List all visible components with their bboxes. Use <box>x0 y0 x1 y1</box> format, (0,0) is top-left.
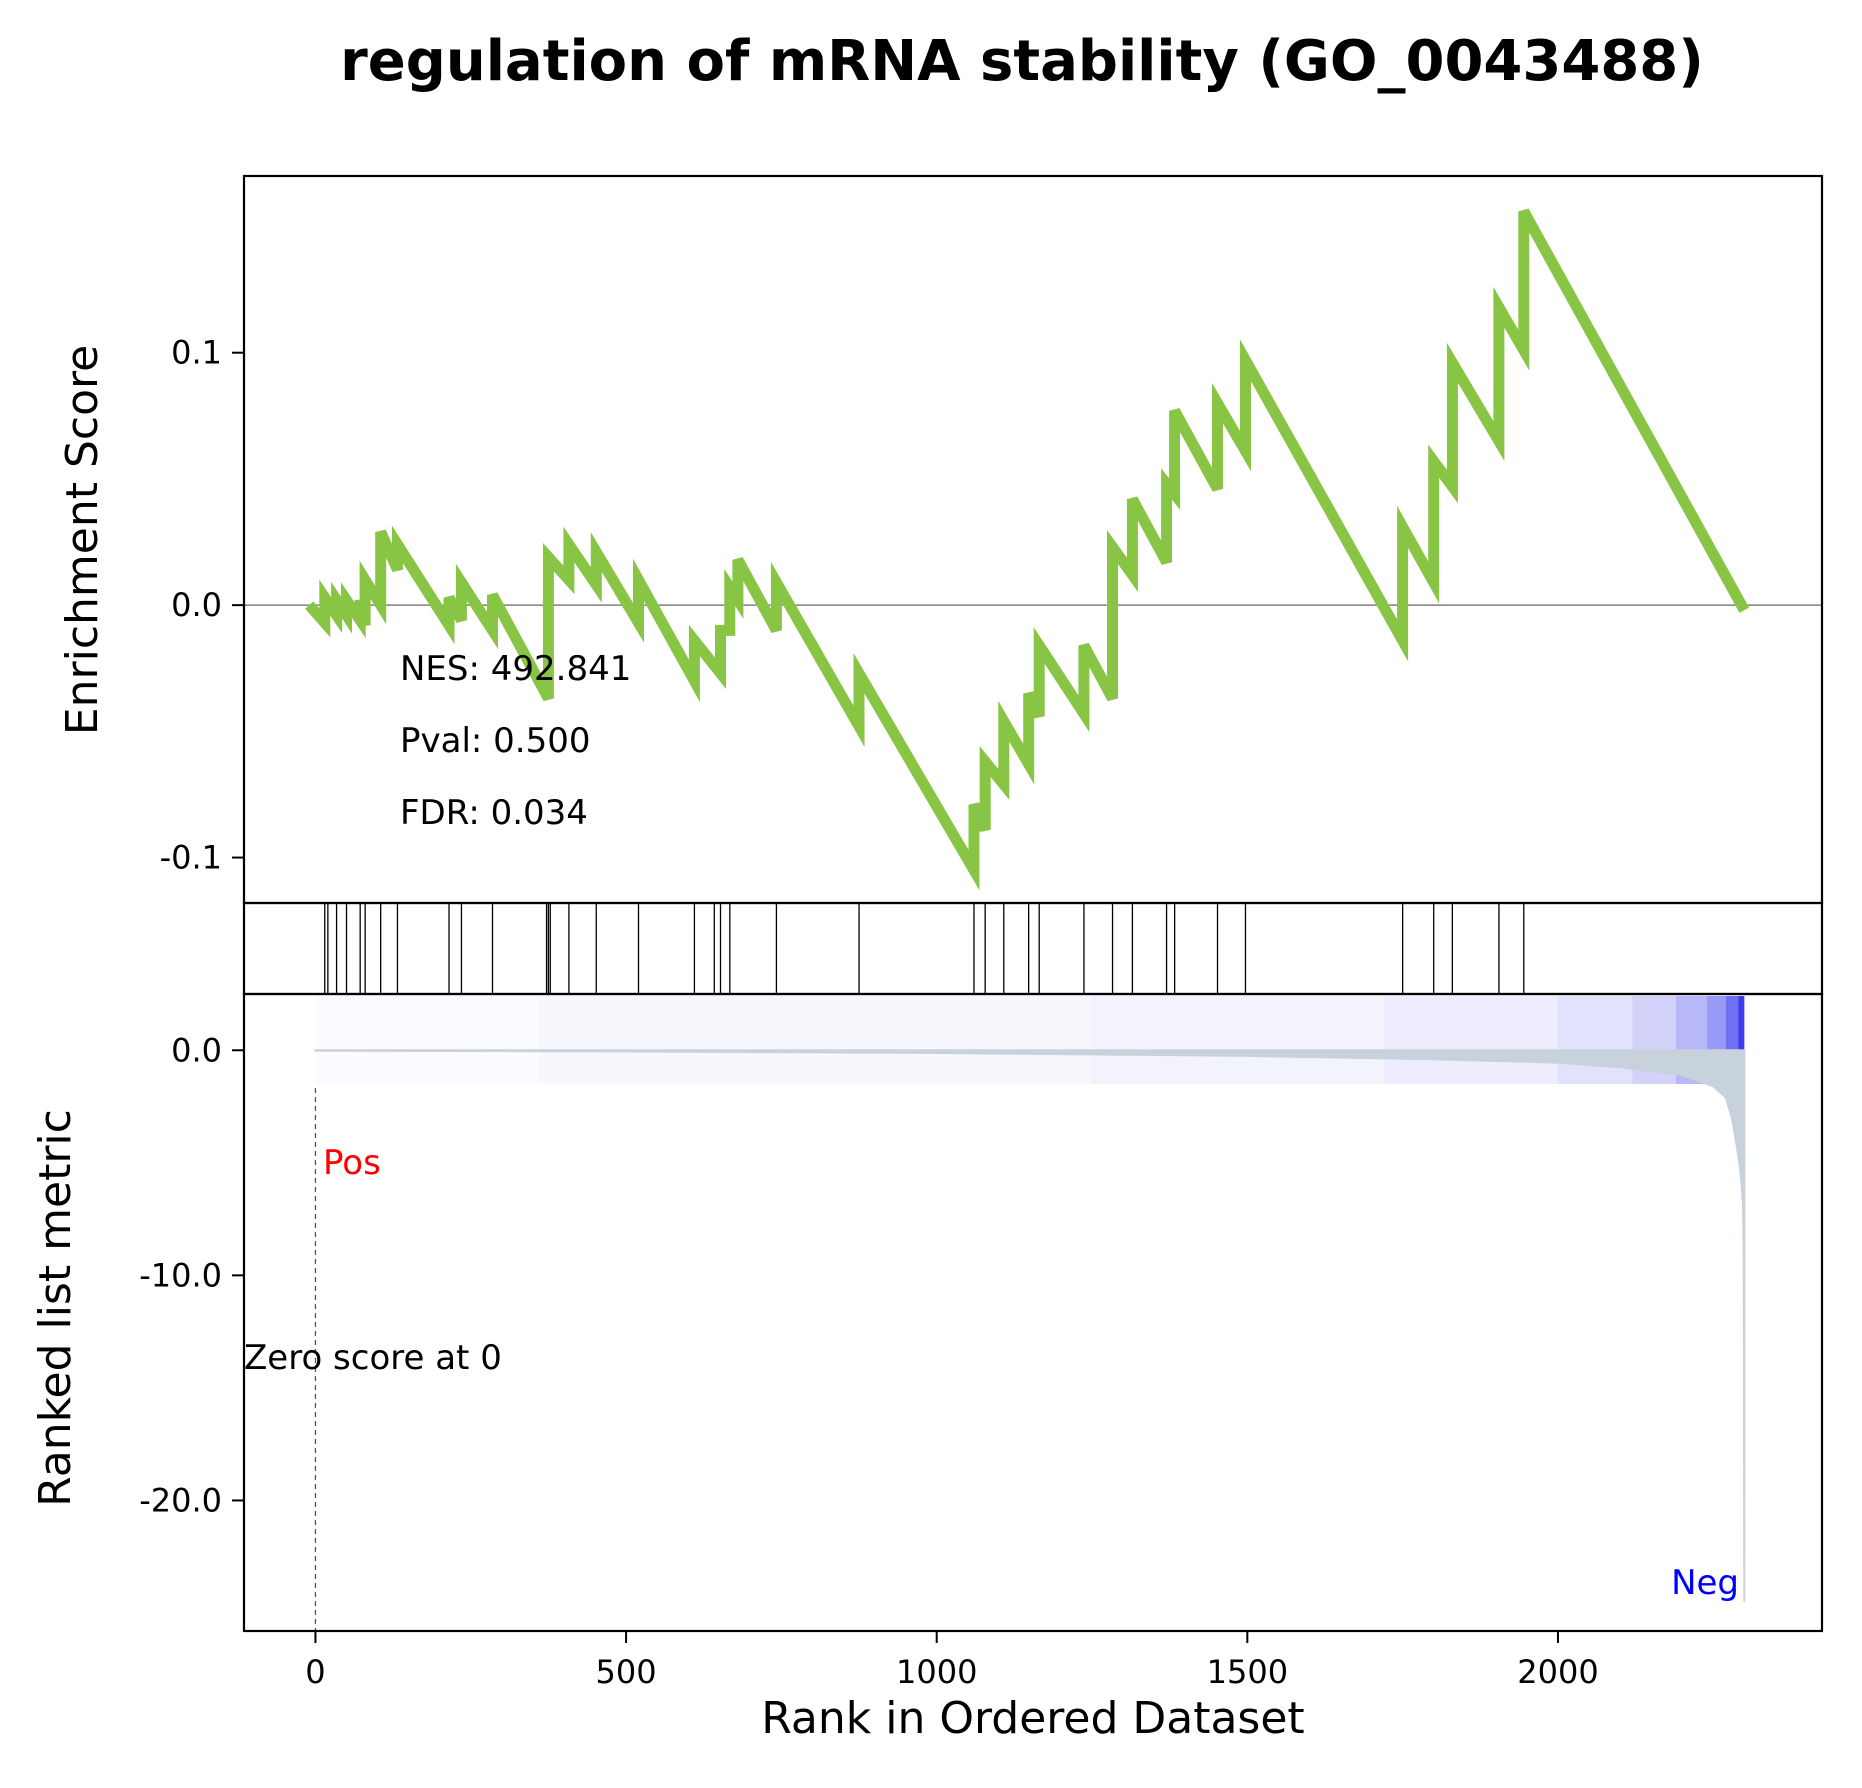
chart-title: regulation of mRNA stability (GO_0043488… <box>340 29 1704 94</box>
hits-panel <box>242 901 1824 996</box>
pos-label: Pos <box>323 1143 381 1183</box>
x-tick-label: 2000 <box>1517 1653 1598 1691</box>
es-running-score-line <box>305 208 1750 891</box>
x-tick-label: 1000 <box>896 1653 977 1691</box>
rank-heatmap-strip <box>315 996 1745 1084</box>
x-axis: 0 500 1000 1500 2000 <box>305 1631 1599 1691</box>
x-tick-label: 0 <box>305 1653 325 1691</box>
x-tick-label: 1500 <box>1207 1653 1288 1691</box>
zero-score-label: Zero score at 0 <box>244 1338 502 1378</box>
heatmap-segment <box>1557 996 1633 1084</box>
ranked-y-axis: 0.0 -10.0 -20.0 <box>139 1031 244 1519</box>
heatmap-segment <box>1092 996 1385 1084</box>
ranked-y-axis-label: Ranked list metric <box>30 1109 81 1507</box>
ranked-panel: Zero score at 0 Pos Neg 0.0 -10.0 -20.0 0 5… <box>30 992 1824 1744</box>
hits-panel-frame <box>242 901 1824 996</box>
ranked-y-tick-label: -10.0 <box>139 1256 222 1294</box>
es-y-axis-label: Enrichment Score <box>57 345 108 735</box>
heatmap-segment <box>1738 996 1745 1084</box>
es-y-axis: -0.1 0.0 0.1 <box>160 334 244 877</box>
neg-label: Neg <box>1671 1563 1739 1603</box>
heatmap-segment <box>315 996 539 1084</box>
x-axis-label: Rank in Ordered Dataset <box>761 1693 1304 1744</box>
nes-annotation: NES: 492.841 <box>400 649 631 689</box>
ranked-panel-frame <box>242 992 1824 1633</box>
es-y-tick-label: 0.1 <box>171 334 222 372</box>
pval-annotation: Pval: 0.500 <box>400 721 591 761</box>
ranked-metric-area <box>314 1049 1746 1602</box>
ranked-y-tick-label: 0.0 <box>171 1031 222 1069</box>
es-y-tick-label: -0.1 <box>160 839 222 877</box>
enrichment-panel: -0.1 0.0 0.1 NES: 492.841 Pval: 0.500 FDR:… <box>57 174 1824 905</box>
gene-hit-markers <box>324 903 1525 994</box>
heatmap-segment <box>539 996 1093 1084</box>
es-y-tick-label: 0.0 <box>171 586 222 624</box>
ranked-y-tick-label: -20.0 <box>139 1481 222 1519</box>
heatmap-segment <box>1384 996 1558 1084</box>
x-tick-label: 500 <box>596 1653 657 1691</box>
fdr-annotation: FDR: 0.034 <box>400 793 588 833</box>
